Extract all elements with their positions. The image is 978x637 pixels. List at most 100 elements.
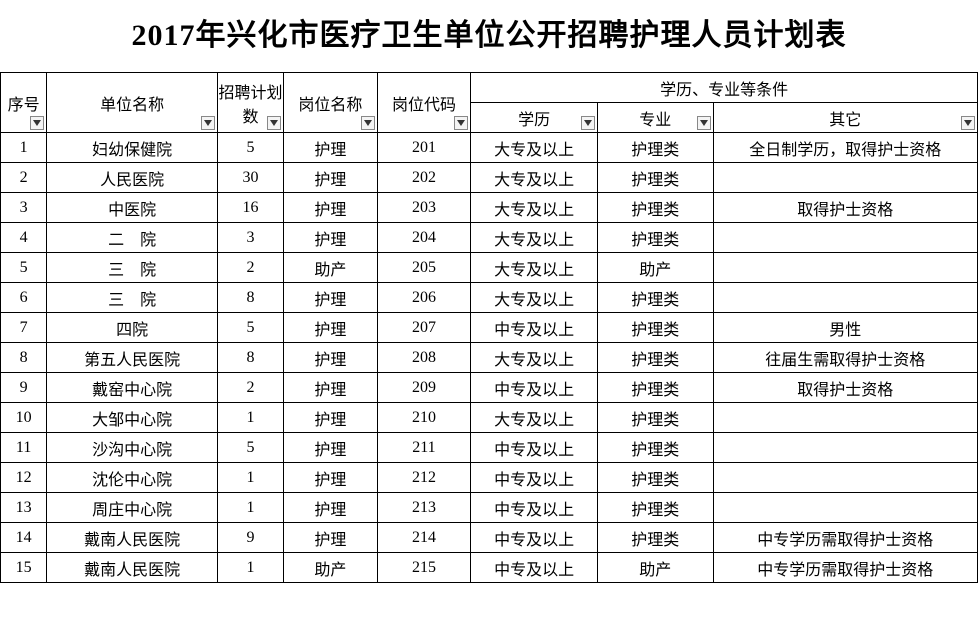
cell-org: 戴南人民医院 xyxy=(47,553,218,583)
cell-pos: 护理 xyxy=(284,313,378,343)
cell-major: 护理类 xyxy=(597,193,713,223)
cell-major: 助产 xyxy=(597,253,713,283)
filter-button-other[interactable] xyxy=(961,116,975,130)
cell-edu: 大专及以上 xyxy=(471,163,598,193)
header-org-label: 单位名称 xyxy=(100,97,164,114)
cell-seq: 15 xyxy=(1,553,47,583)
header-pos: 岗位名称 xyxy=(284,73,378,133)
filter-button-edu[interactable] xyxy=(581,116,595,130)
cell-pos: 护理 xyxy=(284,463,378,493)
filter-button-seq[interactable] xyxy=(30,116,44,130)
cell-code: 211 xyxy=(377,433,471,463)
cell-pos: 护理 xyxy=(284,193,378,223)
cell-major: 护理类 xyxy=(597,403,713,433)
cell-other xyxy=(713,283,977,313)
cell-org: 三 院 xyxy=(47,283,218,313)
cell-seq: 13 xyxy=(1,493,47,523)
cell-plan: 2 xyxy=(217,253,283,283)
cell-org: 周庄中心院 xyxy=(47,493,218,523)
cell-code: 203 xyxy=(377,193,471,223)
cell-pos: 助产 xyxy=(284,553,378,583)
table-row: 2人民医院30护理202大专及以上护理类 xyxy=(1,163,978,193)
cell-seq: 6 xyxy=(1,283,47,313)
cell-org: 人民医院 xyxy=(47,163,218,193)
cell-org: 戴南人民医院 xyxy=(47,523,218,553)
header-code-label: 岗位代码 xyxy=(392,97,456,114)
cell-major: 护理类 xyxy=(597,223,713,253)
header-other: 其它 xyxy=(713,103,977,133)
cell-code: 214 xyxy=(377,523,471,553)
cell-edu: 大专及以上 xyxy=(471,253,598,283)
cell-major: 护理类 xyxy=(597,433,713,463)
cell-org: 大邹中心院 xyxy=(47,403,218,433)
table-row: 9戴窑中心院2护理209中专及以上护理类取得护士资格 xyxy=(1,373,978,403)
cell-org: 中医院 xyxy=(47,193,218,223)
filter-button-plan[interactable] xyxy=(267,116,281,130)
filter-button-pos[interactable] xyxy=(361,116,375,130)
table-row: 1妇幼保健院5护理201大专及以上护理类全日制学历，取得护士资格 xyxy=(1,133,978,163)
table-row: 15戴南人民医院1助产215中专及以上助产中专学历需取得护士资格 xyxy=(1,553,978,583)
table-row: 13周庄中心院1护理213中专及以上护理类 xyxy=(1,493,978,523)
cell-plan: 1 xyxy=(217,463,283,493)
filter-button-org[interactable] xyxy=(201,116,215,130)
cell-plan: 9 xyxy=(217,523,283,553)
cell-plan: 1 xyxy=(217,553,283,583)
header-group-label: 学历、专业等条件 xyxy=(660,82,788,99)
cell-seq: 9 xyxy=(1,373,47,403)
cell-plan: 2 xyxy=(217,373,283,403)
cell-plan: 5 xyxy=(217,433,283,463)
header-edu: 学历 xyxy=(471,103,598,133)
cell-plan: 1 xyxy=(217,493,283,523)
header-seq: 序号 xyxy=(1,73,47,133)
cell-edu: 中专及以上 xyxy=(471,433,598,463)
filter-button-code[interactable] xyxy=(454,116,468,130)
cell-pos: 护理 xyxy=(284,283,378,313)
header-group: 学历、专业等条件 xyxy=(471,73,978,103)
cell-pos: 护理 xyxy=(284,523,378,553)
cell-edu: 中专及以上 xyxy=(471,523,598,553)
cell-plan: 8 xyxy=(217,343,283,373)
table-row: 4二 院3护理204大专及以上护理类 xyxy=(1,223,978,253)
table-row: 12沈伦中心院1护理212中专及以上护理类 xyxy=(1,463,978,493)
cell-seq: 10 xyxy=(1,403,47,433)
cell-seq: 4 xyxy=(1,223,47,253)
cell-plan: 5 xyxy=(217,133,283,163)
cell-code: 212 xyxy=(377,463,471,493)
cell-pos: 护理 xyxy=(284,133,378,163)
cell-major: 护理类 xyxy=(597,463,713,493)
recruitment-table: 序号 单位名称 招聘计划数 xyxy=(0,72,978,583)
cell-other: 往届生需取得护士资格 xyxy=(713,343,977,373)
cell-code: 213 xyxy=(377,493,471,523)
cell-other xyxy=(713,403,977,433)
cell-code: 215 xyxy=(377,553,471,583)
cell-code: 208 xyxy=(377,343,471,373)
table-row: 10大邹中心院1护理210大专及以上护理类 xyxy=(1,403,978,433)
cell-code: 204 xyxy=(377,223,471,253)
cell-org: 妇幼保健院 xyxy=(47,133,218,163)
cell-code: 205 xyxy=(377,253,471,283)
cell-major: 护理类 xyxy=(597,163,713,193)
cell-org: 沙沟中心院 xyxy=(47,433,218,463)
table-row: 6三 院8护理206大专及以上护理类 xyxy=(1,283,978,313)
cell-major: 护理类 xyxy=(597,283,713,313)
cell-org: 二 院 xyxy=(47,223,218,253)
cell-code: 202 xyxy=(377,163,471,193)
cell-seq: 5 xyxy=(1,253,47,283)
cell-other: 男性 xyxy=(713,313,977,343)
cell-other: 全日制学历，取得护士资格 xyxy=(713,133,977,163)
cell-org: 第五人民医院 xyxy=(47,343,218,373)
cell-plan: 30 xyxy=(217,163,283,193)
filter-button-major[interactable] xyxy=(697,116,711,130)
cell-major: 护理类 xyxy=(597,343,713,373)
header-major-label: 专业 xyxy=(639,112,671,129)
table-row: 8第五人民医院8护理208大专及以上护理类往届生需取得护士资格 xyxy=(1,343,978,373)
table-row: 14戴南人民医院9护理214中专及以上护理类中专学历需取得护士资格 xyxy=(1,523,978,553)
header-code: 岗位代码 xyxy=(377,73,471,133)
cell-other xyxy=(713,253,977,283)
cell-seq: 3 xyxy=(1,193,47,223)
cell-code: 206 xyxy=(377,283,471,313)
cell-seq: 2 xyxy=(1,163,47,193)
table-row: 3中医院16护理203大专及以上护理类取得护士资格 xyxy=(1,193,978,223)
cell-pos: 护理 xyxy=(284,403,378,433)
header-seq-label: 序号 xyxy=(8,97,40,114)
